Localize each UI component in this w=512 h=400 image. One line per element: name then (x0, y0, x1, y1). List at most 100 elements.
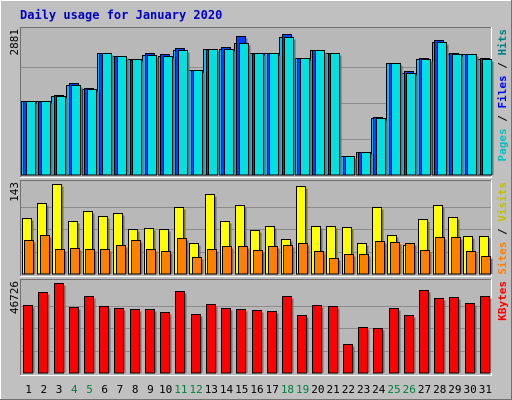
bar-kbytes-day-22 (343, 344, 353, 374)
bar-pages-day-31 (482, 59, 492, 176)
bar-sites-day-3 (55, 249, 65, 275)
panel-max-label: 143 (8, 182, 21, 202)
bar-sites-day-7 (116, 245, 126, 275)
x-tick-label: 9 (147, 383, 154, 396)
bar-kbytes-day-26 (404, 315, 414, 374)
legend-files: Files (496, 75, 509, 108)
bar-sites-day-16 (253, 250, 263, 275)
bar-kbytes-day-2 (38, 292, 48, 374)
x-tick-label: 29 (448, 383, 461, 396)
bar-kbytes-day-10 (160, 312, 170, 374)
bar-pages-day-11 (178, 50, 188, 176)
panel-legend: KBytes (496, 281, 509, 321)
bar-kbytes-day-8 (130, 309, 140, 374)
bar-pages-day-1 (26, 101, 36, 176)
bar-sites-day-15 (238, 246, 248, 275)
x-tick-label: 22 (342, 383, 355, 396)
x-tick-label: 10 (159, 383, 172, 396)
x-tick-label: 28 (433, 383, 446, 396)
bar-sites-day-17 (268, 246, 278, 275)
panel-hits-files-pages: 2881 Pages / Files / Hits (8, 27, 509, 178)
bar-sites-day-18 (283, 245, 293, 275)
bar-sites-day-19 (298, 243, 308, 275)
panel-max-label: 46726 (8, 281, 21, 314)
x-tick-label: 25 (387, 383, 400, 396)
bar-kbytes-day-17 (267, 311, 277, 374)
legend-visits: Visits (496, 182, 509, 222)
bar-kbytes-day-19 (297, 315, 307, 374)
bar-sites-day-4 (70, 248, 80, 275)
bar-pages-day-30 (467, 54, 477, 176)
x-tick-label: 5 (86, 383, 93, 396)
bar-kbytes-day-25 (389, 308, 399, 374)
bar-kbytes-day-12 (191, 314, 201, 374)
bar-pages-day-19 (300, 58, 310, 176)
x-tick-label: 7 (117, 383, 124, 396)
bar-pages-day-3 (56, 96, 66, 176)
x-tick-label: 14 (220, 383, 234, 396)
bar-pages-day-14 (224, 49, 234, 176)
bar-pages-day-9 (147, 55, 157, 176)
panel-max-label: 2881 (8, 29, 21, 56)
x-tick-label: 21 (327, 383, 340, 396)
x-tick-label: 19 (296, 383, 309, 396)
legend-kbytes: KBytes (496, 281, 509, 321)
bar-pages-day-7 (117, 56, 127, 176)
x-tick-label: 2 (41, 383, 48, 396)
x-tick-label: 16 (250, 383, 263, 396)
x-tick-label: 26 (403, 383, 416, 396)
bar-kbytes-day-20 (312, 305, 322, 374)
bar-pages-day-5 (87, 89, 97, 176)
bar-sites-day-20 (314, 251, 324, 275)
bar-pages-day-23 (361, 152, 371, 176)
bar-kbytes-day-11 (175, 291, 185, 374)
bar-sites-day-6 (100, 249, 110, 275)
bar-kbytes-day-18 (282, 296, 292, 374)
bar-sites-day-23 (359, 254, 369, 275)
legend-separator: / (496, 109, 509, 129)
bar-sites-day-25 (390, 242, 400, 275)
bar-pages-day-22 (345, 156, 355, 176)
bar-sites-day-30 (466, 251, 476, 275)
x-tick-label: 15 (235, 383, 248, 396)
x-tick-label: 6 (101, 383, 108, 396)
bar-sites-day-26 (405, 243, 415, 275)
bar-kbytes-day-31 (480, 296, 490, 374)
bar-pages-day-2 (41, 101, 51, 176)
bar-sites-day-8 (131, 240, 141, 275)
series-pages (26, 37, 494, 176)
bar-pages-day-16 (254, 53, 264, 176)
bar-kbytes-day-15 (236, 309, 246, 374)
legend-pages: Pages (496, 128, 509, 161)
bar-sites-day-1 (24, 240, 34, 275)
bar-pages-day-24 (376, 118, 386, 176)
bar-pages-day-18 (284, 37, 294, 176)
legend-separator: / (496, 56, 509, 76)
bar-sites-day-10 (161, 251, 171, 275)
bar-sites-day-21 (329, 258, 339, 275)
bar-kbytes-day-13 (206, 304, 216, 374)
bar-kbytes-day-29 (449, 297, 459, 374)
bar-pages-day-8 (132, 59, 142, 176)
bar-sites-day-24 (375, 241, 385, 275)
x-axis-tick-labels: 1 2 3 4 5 6 7 8 9 10 11 12 13 14 15 16 17 18 19 20 21 22 23 24 2… (25, 383, 492, 396)
panel-kbytes: 46726 KBytes (8, 279, 509, 376)
legend-hits: Hits (496, 29, 509, 56)
bar-sites-day-2 (40, 235, 50, 275)
x-tick-label: 1 (25, 383, 32, 396)
bar-sites-day-14 (222, 246, 232, 275)
x-tick-label: 31 (479, 383, 492, 396)
bar-sites-day-22 (344, 254, 354, 275)
bar-kbytes-day-27 (419, 290, 429, 374)
bar-sites-day-29 (451, 237, 461, 275)
x-tick-label: 13 (205, 383, 218, 396)
bar-pages-day-4 (71, 85, 81, 176)
bar-kbytes-day-24 (373, 328, 383, 374)
bar-sites-day-5 (85, 249, 95, 275)
chart-title: Daily usage for January 2020 (20, 8, 222, 22)
bar-sites-day-31 (481, 256, 491, 275)
bar-pages-day-13 (208, 49, 218, 176)
bar-pages-day-28 (437, 42, 447, 176)
